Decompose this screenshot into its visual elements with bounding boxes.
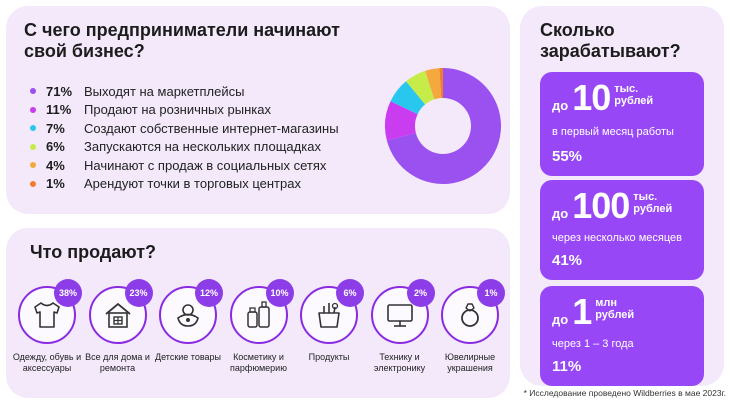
category-label: Все для дома и ремонта bbox=[85, 352, 150, 373]
tier-prefix: до bbox=[552, 206, 569, 221]
legend-dot bbox=[30, 88, 36, 95]
tier-unit-top: тыс. bbox=[633, 191, 658, 203]
pie-slice bbox=[390, 81, 426, 115]
legend-item: 11% Продают на розничных рынках bbox=[30, 101, 339, 120]
category-circle bbox=[441, 286, 499, 344]
earnings-tier-1: до 10 тыс. рублей в первый месяц работы 5… bbox=[540, 72, 704, 176]
legend-percent: 7% bbox=[46, 120, 65, 136]
cosmetics-icon bbox=[246, 301, 270, 328]
tier-unit-bottom: рублей bbox=[633, 203, 673, 215]
start-business-title: С чего предприниматели начинают свой биз… bbox=[24, 20, 340, 61]
pie-slice bbox=[406, 70, 435, 105]
legend-label: Выходят на маркетплейсы bbox=[84, 83, 245, 99]
footnote: * Исследование проведено Wildberries в м… bbox=[523, 388, 726, 398]
category-label: Детские товары bbox=[155, 352, 221, 362]
tier-amount: 1 bbox=[572, 291, 592, 332]
legend-label: Начинают с продаж в социальных сетях bbox=[84, 157, 327, 173]
ring-icon bbox=[461, 303, 479, 327]
legend-item: 4% Начинают с продаж в социальных сетях bbox=[30, 156, 339, 175]
legend-percent: 1% bbox=[46, 176, 65, 192]
tier-percent: 41% bbox=[552, 252, 583, 269]
tier-percent: 11% bbox=[552, 358, 582, 375]
legend-label: Запускаются на нескольких площадках bbox=[84, 139, 321, 155]
tier-unit-top: тыс. bbox=[614, 83, 639, 95]
start-business-card: С чего предприниматели начинают свой биз… bbox=[6, 6, 510, 214]
category-label: Ювелирные украшения bbox=[444, 352, 496, 373]
category-percent-badge: 1% bbox=[477, 279, 505, 307]
tier-unit: млн рублей bbox=[595, 297, 634, 321]
donut-chart bbox=[385, 68, 501, 184]
earnings-tier-2: до 100 тыс. рублей через несколько месяце… bbox=[540, 180, 704, 280]
legend-percent: 71% bbox=[46, 83, 73, 99]
pie-slice bbox=[425, 68, 442, 100]
category-percent-badge: 6% bbox=[336, 279, 364, 307]
tier-period: через 1 – 3 года bbox=[552, 338, 634, 350]
grocery-bag-icon bbox=[318, 302, 340, 328]
tier-percent: 55% bbox=[552, 148, 583, 165]
category-percent-badge: 23% bbox=[124, 279, 153, 307]
tier-amount: 100 bbox=[572, 185, 630, 226]
category-label: Косметику и парфюмерию bbox=[230, 352, 287, 373]
tier-prefix: до bbox=[552, 98, 569, 113]
legend-label: Создают собственные интернет-магазины bbox=[84, 120, 339, 136]
tier-amount: 10 bbox=[572, 77, 611, 118]
legend-item: 1% Арендуют точки в торговых центрах bbox=[30, 175, 339, 194]
legend-percent: 11% bbox=[46, 102, 72, 118]
tier-prefix: до bbox=[552, 312, 569, 327]
tier-unit: тыс. рублей bbox=[633, 191, 672, 215]
category-percent-badge: 38% bbox=[54, 279, 82, 307]
category-label: Технику и электронику bbox=[373, 352, 426, 373]
tier-period: в первый месяц работы bbox=[552, 126, 674, 138]
legend-dot bbox=[30, 106, 36, 113]
tier-unit-bottom: рублей bbox=[614, 95, 654, 107]
category-percent-badge: 10% bbox=[265, 279, 294, 307]
category-percent-badge: 12% bbox=[195, 279, 223, 307]
legend-percent: 4% bbox=[46, 157, 65, 173]
tier-period: через несколько месяцев bbox=[552, 232, 682, 244]
legend-item: 71% Выходят на маркетплейсы bbox=[30, 82, 339, 101]
category-items: 38% Одежду, обувь и аксессуары 23% Все для … bbox=[12, 279, 505, 394]
pacifier-icon bbox=[177, 304, 199, 327]
legend-dot bbox=[30, 125, 36, 132]
category-label: Продукты bbox=[308, 352, 350, 362]
legend-label: Арендуют точки в торговых центрах bbox=[84, 176, 301, 192]
tshirt-icon bbox=[34, 302, 60, 328]
legend-percent: 6% bbox=[46, 139, 65, 155]
pie-legend: 71% Выходят на маркетплейсы 11% Продают на … bbox=[30, 82, 339, 193]
earnings-card: Сколько зарабатывают? до 10 тыс. рублей в… bbox=[520, 6, 724, 386]
legend-dot bbox=[30, 180, 36, 187]
legend-dot bbox=[30, 143, 36, 150]
legend-dot bbox=[30, 162, 36, 169]
category-percent-badge: 2% bbox=[406, 279, 435, 307]
house-icon bbox=[104, 302, 131, 328]
tier-unit-top: млн bbox=[595, 297, 618, 309]
pie-slice bbox=[386, 68, 501, 184]
tier-unit: тыс. рублей bbox=[614, 83, 653, 107]
earnings-tier-3: до 1 млн рублей через 1 – 3 года 11% bbox=[540, 286, 704, 386]
what-they-sell-title: Что продают? bbox=[30, 242, 157, 262]
pie-slice bbox=[439, 68, 443, 99]
legend-item: 7% Создают собственные интернет-магазины bbox=[30, 119, 339, 138]
monitor-icon bbox=[386, 304, 413, 327]
legend-label: Продают на розничных рынках bbox=[84, 102, 271, 118]
legend-item: 6% Запускаются на нескольких площадках bbox=[30, 138, 339, 157]
pie-slice bbox=[385, 101, 418, 141]
category-label: Одежду, обувь и аксессуары bbox=[12, 352, 82, 373]
earnings-title: Сколько зарабатывают? bbox=[540, 20, 681, 61]
tier-unit-bottom: рублей bbox=[595, 309, 635, 321]
